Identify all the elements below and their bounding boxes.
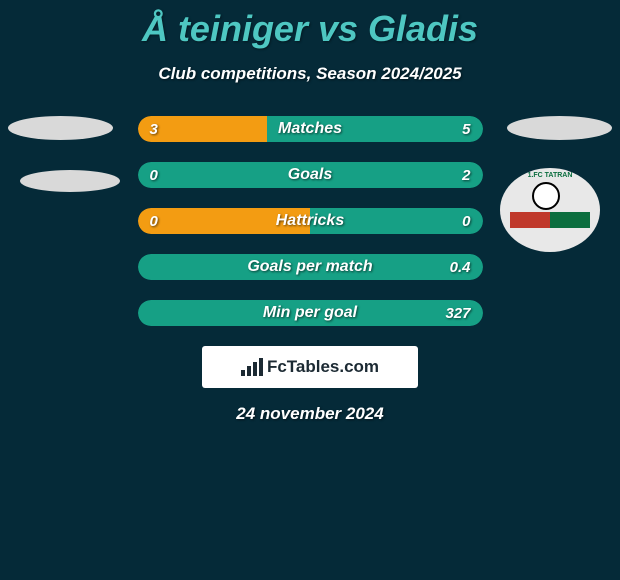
stat-bar-label: Hattricks xyxy=(138,212,483,230)
stat-bar-right-value: 2 xyxy=(462,167,470,184)
logo-stripe-red xyxy=(510,212,550,228)
stat-bar-row: Matches3 5 xyxy=(138,116,483,142)
brand-bars-icon xyxy=(241,358,263,376)
stat-bar-row: Goals0 2 xyxy=(138,162,483,188)
stat-bar-label: Goals per match xyxy=(138,258,483,276)
stat-bar-left-value: 0 xyxy=(150,213,158,230)
date-label: 24 november 2024 xyxy=(0,404,620,424)
placeholder-ellipse-top-left xyxy=(8,116,113,140)
stat-bar-right-value: 5 xyxy=(462,121,470,138)
brand-text: FcTables.com xyxy=(267,357,379,377)
stat-bar-right-value: 0.4 xyxy=(450,259,471,276)
stats-bars-container: Matches35Goals02Hattricks00Goals per mat… xyxy=(138,116,483,326)
stat-bar-right-value: 327 xyxy=(445,305,470,322)
stat-bar-right-value: 0 xyxy=(462,213,470,230)
stat-bar-left-value: 0 xyxy=(150,167,158,184)
soccer-ball-icon xyxy=(532,182,560,210)
stat-bar-row: Min per goal327 xyxy=(138,300,483,326)
brand-box: FcTables.com xyxy=(202,346,418,388)
stat-bar-left-value: 3 xyxy=(150,121,158,138)
stat-bar-row: Goals per match0.4 xyxy=(138,254,483,280)
stat-bar-label: Goals xyxy=(138,166,483,184)
stat-bar-label: Matches xyxy=(138,120,483,138)
placeholder-ellipse-bottom-left xyxy=(20,170,120,192)
stat-bar-label: Min per goal xyxy=(138,304,483,322)
team-logo-text: 1.FC TATRAN xyxy=(510,172,590,179)
content-area: 1.FC TATRAN Matches35Goals02Hattricks00G… xyxy=(0,116,620,424)
page-subtitle: Club competitions, Season 2024/2025 xyxy=(0,64,620,84)
page-title: Å teiniger vs Gladis xyxy=(0,0,620,50)
logo-stripe-green xyxy=(550,212,590,228)
team-logo-right: 1.FC TATRAN xyxy=(500,168,600,252)
stat-bar-row: Hattricks0 0 xyxy=(138,208,483,234)
placeholder-ellipse-top-right xyxy=(507,116,612,140)
